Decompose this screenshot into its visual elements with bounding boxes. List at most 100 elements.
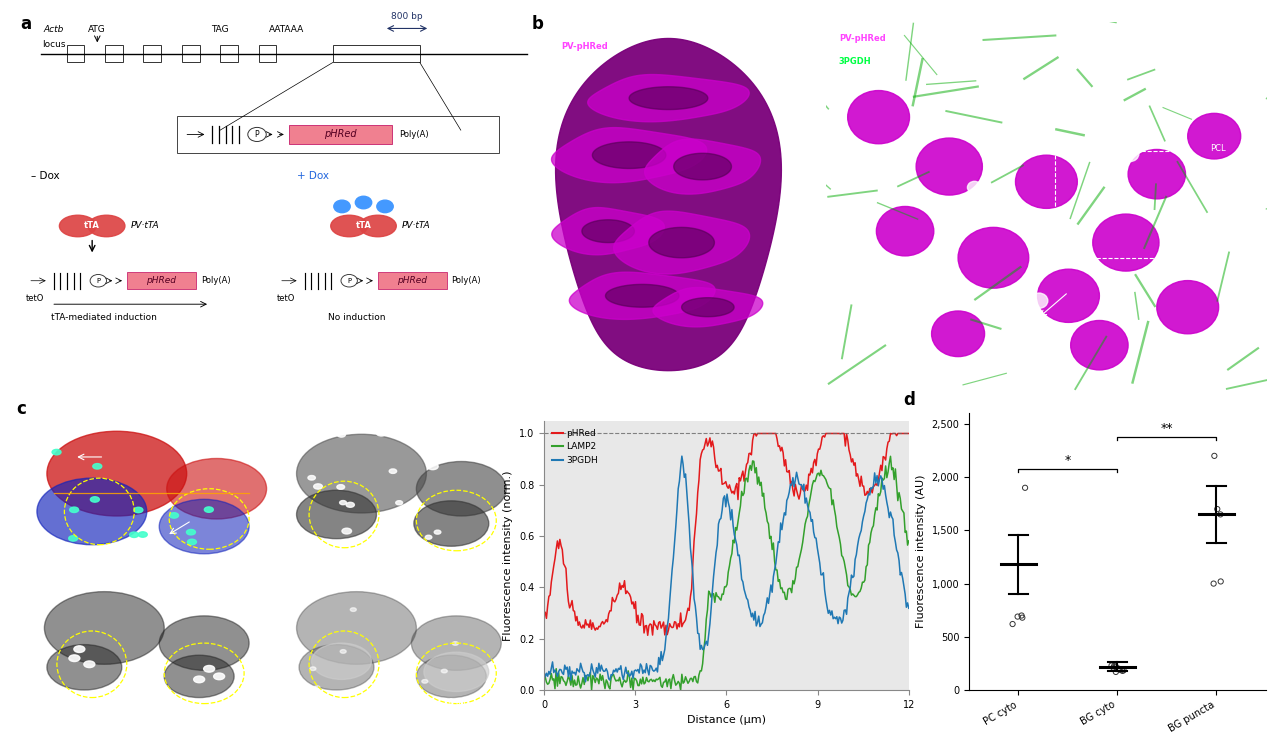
- Circle shape: [314, 484, 323, 489]
- Circle shape: [340, 649, 346, 653]
- Circle shape: [311, 643, 371, 680]
- Circle shape: [187, 529, 196, 535]
- Text: tTA: tTA: [84, 221, 100, 230]
- Circle shape: [74, 646, 84, 652]
- Text: Actb: Actb: [44, 25, 64, 35]
- Text: No Dox, 12 weeks old: No Dox, 12 weeks old: [561, 380, 643, 389]
- Text: PV·tTA: PV·tTA: [402, 221, 430, 230]
- Text: Poly(A): Poly(A): [201, 276, 230, 285]
- Text: tetO: tetO: [276, 294, 294, 303]
- Text: TAG: TAG: [211, 25, 229, 35]
- Circle shape: [422, 680, 428, 683]
- Text: + Dox: + Dox: [297, 171, 329, 181]
- Circle shape: [1038, 269, 1100, 323]
- Circle shape: [164, 655, 234, 697]
- Polygon shape: [613, 211, 750, 274]
- Circle shape: [339, 500, 347, 505]
- Text: ML: ML: [1210, 46, 1221, 55]
- Circle shape: [424, 652, 489, 692]
- Circle shape: [310, 667, 316, 671]
- Circle shape: [1070, 320, 1128, 370]
- Circle shape: [863, 170, 879, 185]
- Circle shape: [187, 539, 196, 545]
- Text: d: d: [904, 391, 915, 409]
- Text: P: P: [347, 277, 351, 283]
- Ellipse shape: [59, 215, 96, 237]
- Text: tetO: tetO: [26, 294, 44, 303]
- Circle shape: [204, 666, 215, 672]
- Text: *: *: [1065, 454, 1071, 467]
- Circle shape: [396, 500, 403, 505]
- Point: [1204, 450, 1225, 462]
- Circle shape: [968, 182, 982, 193]
- Bar: [143, 45, 161, 63]
- Point: [1101, 660, 1121, 672]
- Point: [1011, 610, 1032, 621]
- Circle shape: [384, 552, 393, 557]
- Text: GL: GL: [1210, 251, 1221, 260]
- Point: [1106, 666, 1126, 677]
- Circle shape: [351, 608, 356, 611]
- Text: 3PGDH: 3PGDH: [292, 573, 326, 582]
- Bar: [333, 45, 420, 63]
- Text: 3PGDH: 3PGDH: [838, 57, 872, 66]
- Point: [1110, 664, 1130, 676]
- Circle shape: [129, 532, 138, 537]
- Circle shape: [916, 138, 982, 195]
- Ellipse shape: [360, 215, 397, 237]
- Circle shape: [1120, 146, 1139, 162]
- Circle shape: [37, 478, 147, 545]
- Circle shape: [91, 497, 100, 502]
- Circle shape: [371, 559, 383, 565]
- Text: 800 bp: 800 bp: [392, 13, 422, 21]
- Circle shape: [159, 615, 250, 670]
- Text: No induction: No induction: [328, 313, 385, 322]
- Point: [1007, 610, 1028, 622]
- Ellipse shape: [330, 215, 367, 237]
- Text: P: P: [255, 130, 260, 139]
- Circle shape: [69, 507, 78, 512]
- Bar: [378, 272, 447, 289]
- Text: pHRed: pHRed: [292, 423, 325, 432]
- Circle shape: [1157, 280, 1219, 334]
- Circle shape: [297, 592, 416, 664]
- Circle shape: [1116, 199, 1130, 212]
- Point: [1108, 663, 1129, 675]
- Circle shape: [376, 430, 387, 436]
- Text: a: a: [20, 15, 32, 32]
- Text: b: b: [531, 15, 543, 32]
- Text: **: **: [1161, 422, 1174, 435]
- Circle shape: [337, 432, 346, 437]
- Polygon shape: [653, 288, 763, 327]
- Circle shape: [90, 275, 106, 287]
- Circle shape: [342, 528, 352, 534]
- Bar: [289, 125, 392, 144]
- Text: pHRed: pHRed: [397, 276, 428, 285]
- Point: [1114, 664, 1134, 676]
- Circle shape: [134, 507, 143, 513]
- Bar: [67, 45, 84, 63]
- Circle shape: [389, 469, 397, 473]
- Polygon shape: [673, 154, 731, 180]
- Circle shape: [47, 644, 122, 690]
- Text: PV-pHRed: PV-pHRed: [838, 34, 886, 43]
- Circle shape: [84, 661, 95, 668]
- Circle shape: [356, 196, 371, 209]
- Circle shape: [47, 431, 187, 516]
- Ellipse shape: [88, 215, 125, 237]
- Polygon shape: [645, 139, 760, 194]
- Text: P: P: [96, 277, 100, 283]
- Circle shape: [477, 442, 484, 446]
- Text: PCL: PCL: [1210, 145, 1225, 154]
- Circle shape: [92, 463, 102, 469]
- Bar: [182, 45, 200, 63]
- Polygon shape: [649, 227, 714, 258]
- Polygon shape: [682, 297, 735, 317]
- Circle shape: [340, 275, 357, 287]
- Circle shape: [407, 502, 415, 506]
- Text: 500 μm: 500 μm: [726, 365, 755, 374]
- Text: Poly(A): Poly(A): [452, 276, 481, 285]
- Circle shape: [376, 200, 393, 213]
- Circle shape: [292, 440, 301, 446]
- Circle shape: [138, 532, 147, 537]
